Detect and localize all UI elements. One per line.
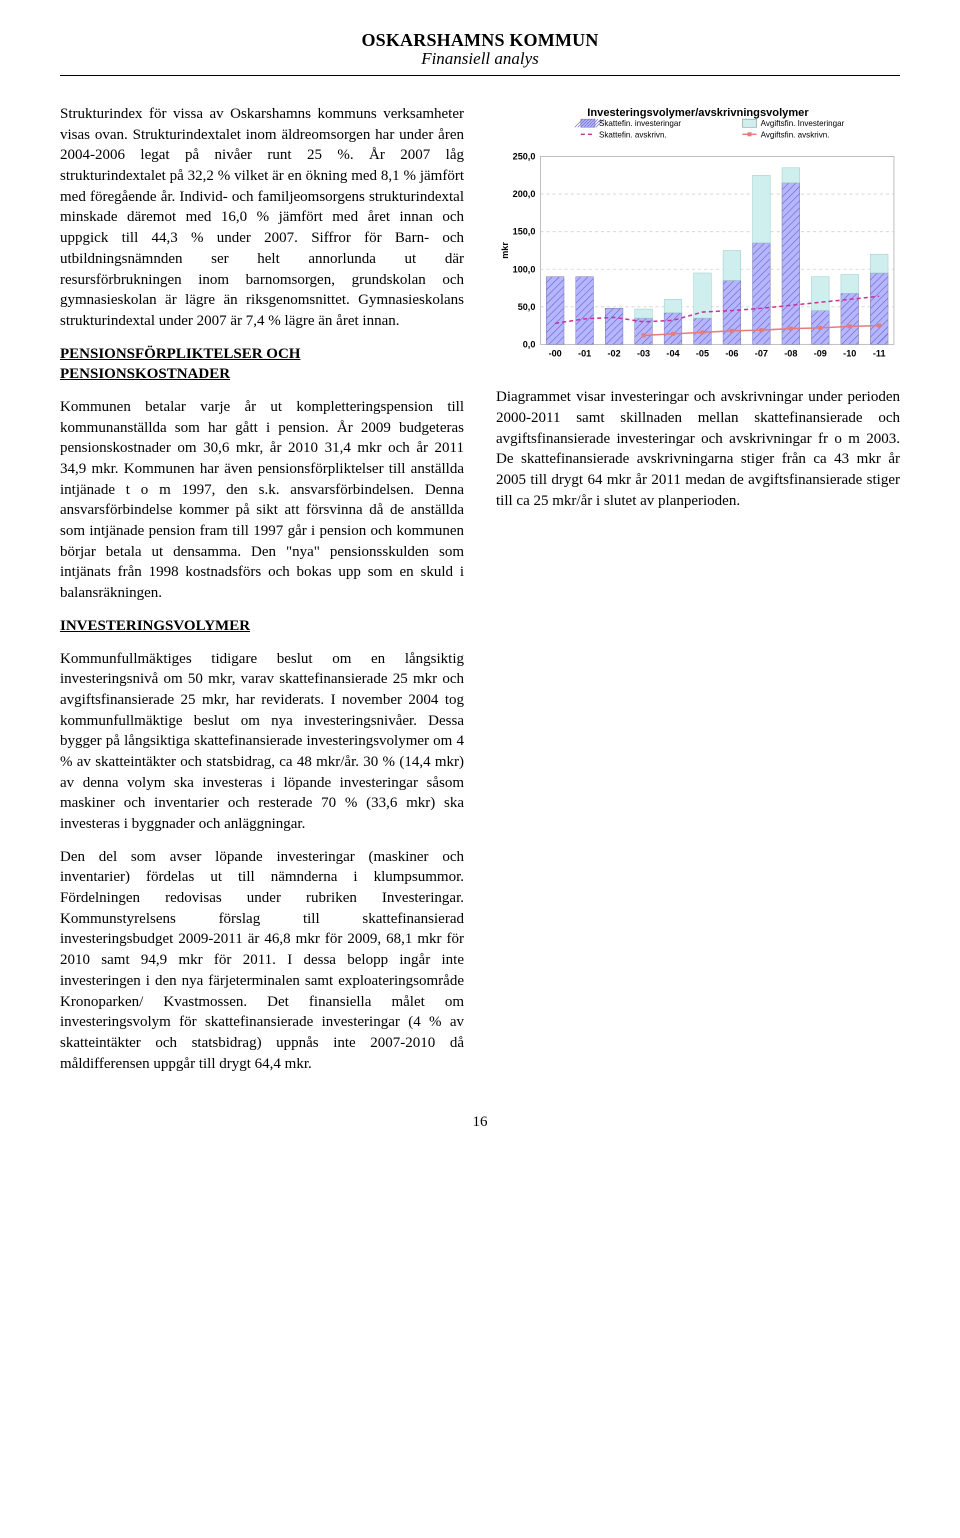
svg-text:Avgiftsfin. Investeringar: Avgiftsfin. Investeringar [761, 119, 845, 128]
svg-text:50,0: 50,0 [518, 302, 536, 312]
chart-caption: Diagrammet visar investeringar och avskr… [496, 387, 900, 511]
svg-text:-06: -06 [725, 348, 738, 358]
right-column: Investeringsvolymer/avskrivningsvolymerS… [496, 104, 900, 1086]
heading-pension: PENSIONSFÖRPLIKTELSER OCH PENSIONSKOSTNA… [60, 344, 464, 385]
svg-text:100,0: 100,0 [513, 264, 536, 274]
para-structindex: Strukturindex för vissa av Oskarshamns k… [60, 104, 464, 332]
svg-text:Skattefin. avskrivn.: Skattefin. avskrivn. [599, 130, 667, 139]
header-rule [60, 75, 900, 76]
svg-text:mkr: mkr [500, 242, 510, 259]
doc-subtitle: Finansiell analys [60, 49, 900, 69]
svg-text:0,0: 0,0 [523, 339, 536, 349]
svg-text:-10: -10 [843, 348, 856, 358]
svg-text:-01: -01 [578, 348, 591, 358]
svg-text:Avgiftsfin. avskrivn.: Avgiftsfin. avskrivn. [761, 130, 830, 139]
svg-text:-05: -05 [696, 348, 709, 358]
svg-text:Investeringsvolymer/avskrivnin: Investeringsvolymer/avskrivningsvolymer [587, 107, 809, 119]
para-pension: Kommunen betalar varje år ut kompletteri… [60, 397, 464, 604]
invest-chart: Investeringsvolymer/avskrivningsvolymerS… [496, 104, 900, 373]
svg-text:-02: -02 [608, 348, 621, 358]
heading-invest: INVESTERINGSVOLYMER [60, 616, 464, 637]
left-column: Strukturindex för vissa av Oskarshamns k… [60, 104, 464, 1086]
two-column-layout: Strukturindex för vissa av Oskarshamns k… [60, 104, 900, 1086]
invest-chart-svg: Investeringsvolymer/avskrivningsvolymerS… [496, 104, 900, 367]
svg-text:-03: -03 [637, 348, 650, 358]
svg-text:-11: -11 [873, 348, 886, 358]
svg-text:-00: -00 [549, 348, 562, 358]
page-number: 16 [60, 1114, 900, 1131]
svg-text:150,0: 150,0 [513, 227, 536, 237]
org-name: OSKARSHAMNS KOMMUN [60, 30, 900, 51]
svg-text:200,0: 200,0 [513, 189, 536, 199]
svg-text:Skattefin. investeringar: Skattefin. investeringar [599, 119, 681, 128]
svg-text:-07: -07 [755, 348, 768, 358]
svg-text:-09: -09 [814, 348, 827, 358]
para-invest-1: Kommunfullmäktiges tidigare beslut om en… [60, 649, 464, 835]
svg-text:-08: -08 [784, 348, 797, 358]
para-invest-2: Den del som avser löpande investeringar … [60, 847, 464, 1075]
svg-text:250,0: 250,0 [513, 152, 536, 162]
svg-text:-04: -04 [666, 348, 679, 358]
doc-header: OSKARSHAMNS KOMMUN Finansiell analys [60, 30, 900, 69]
